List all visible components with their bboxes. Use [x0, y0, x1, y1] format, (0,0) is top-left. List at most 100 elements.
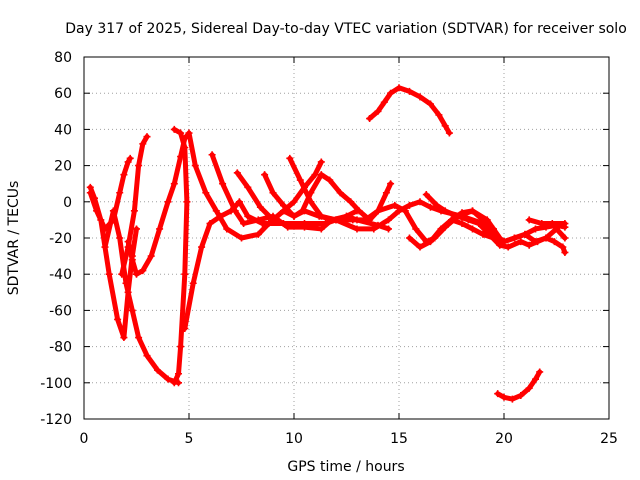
data-point [183, 198, 191, 206]
data-point [181, 325, 189, 332]
data-point [454, 212, 462, 220]
data-point [347, 198, 355, 206]
data-point [156, 225, 164, 233]
data-point [124, 238, 132, 246]
data-point [124, 158, 132, 166]
data-point [317, 212, 325, 220]
x-tick-label: 25 [600, 431, 618, 447]
data-point [406, 87, 413, 95]
data-point [135, 162, 143, 170]
data-point [120, 334, 128, 342]
data-series-arc-7 [181, 198, 361, 332]
data-point [500, 393, 508, 401]
y-tick-label: 40 [54, 122, 72, 138]
data-series-arc-3 [101, 207, 182, 387]
data-point [469, 207, 476, 215]
data-point [135, 334, 143, 342]
data-point [508, 395, 516, 403]
x-tick-label: 10 [285, 431, 303, 447]
data-point [244, 183, 252, 191]
series-line [125, 130, 324, 277]
data-point [511, 234, 518, 242]
x-tick-label: 15 [390, 431, 408, 447]
data-point [387, 89, 395, 97]
data-point [105, 270, 113, 278]
data-point [254, 230, 262, 238]
data-point [525, 241, 533, 249]
data-point [126, 154, 134, 162]
y-tick-label: 20 [54, 159, 72, 175]
y-tick-label: -40 [49, 267, 72, 283]
data-point [269, 189, 277, 197]
data-point [517, 391, 525, 399]
data-point [269, 216, 277, 224]
data-point [517, 238, 525, 246]
data-point [130, 207, 138, 215]
x-axis-title: GPS time / hours [287, 459, 404, 475]
series-line [423, 192, 568, 255]
data-point [208, 151, 216, 159]
data-point [181, 270, 189, 278]
data-point [548, 220, 556, 228]
data-series-arc-5 [124, 129, 325, 278]
data-point [116, 189, 124, 197]
data-point [532, 375, 539, 383]
data-point [175, 370, 182, 378]
data-series-arc-17 [494, 368, 544, 403]
data-point [382, 189, 390, 197]
data-point [349, 216, 357, 224]
data-point [109, 207, 117, 215]
data-point [385, 225, 392, 233]
data-series-arc-6 [170, 125, 191, 387]
data-point [387, 180, 395, 188]
data-point [525, 216, 533, 224]
data-point [256, 203, 264, 211]
data-point [406, 234, 413, 242]
data-point [240, 220, 248, 228]
data-point [500, 238, 508, 246]
data-point [448, 216, 455, 224]
data-point [458, 220, 466, 228]
x-tick-label: 20 [495, 431, 513, 447]
data-point [374, 107, 382, 115]
data-point [177, 129, 185, 137]
data-point [534, 238, 542, 246]
data-point [521, 230, 529, 238]
data-point [164, 375, 172, 383]
grid [84, 57, 609, 419]
data-point [139, 140, 147, 148]
data-point [217, 212, 224, 220]
data-point [445, 129, 453, 137]
data-point [317, 171, 325, 179]
data-point [223, 225, 231, 233]
data-point [479, 216, 487, 224]
data-point [189, 279, 197, 287]
y-tick-label: 60 [54, 86, 72, 102]
data-point [441, 122, 449, 130]
data-point [469, 225, 476, 233]
data-point [538, 220, 546, 228]
x-axis-tick-labels: 0 5 10 15 20 25 [80, 431, 618, 447]
data-point [254, 216, 262, 224]
data-point [170, 125, 178, 133]
data-point [298, 207, 306, 215]
data-point [139, 267, 147, 275]
data-point [561, 220, 569, 228]
data-point [170, 379, 178, 387]
data-point [380, 98, 388, 106]
data-point [374, 207, 382, 215]
data-point [93, 207, 101, 215]
data-point [561, 234, 569, 242]
x-tick-label: 0 [80, 431, 89, 447]
data-point [504, 243, 512, 251]
data-series-arc-16 [525, 216, 569, 228]
data-point [120, 171, 128, 179]
data-point [143, 352, 151, 360]
y-tick-label: 80 [54, 50, 72, 66]
data-point [261, 171, 269, 179]
data-point [231, 207, 239, 215]
data-point [116, 234, 124, 242]
series-line [102, 208, 181, 386]
data-point [191, 162, 199, 170]
